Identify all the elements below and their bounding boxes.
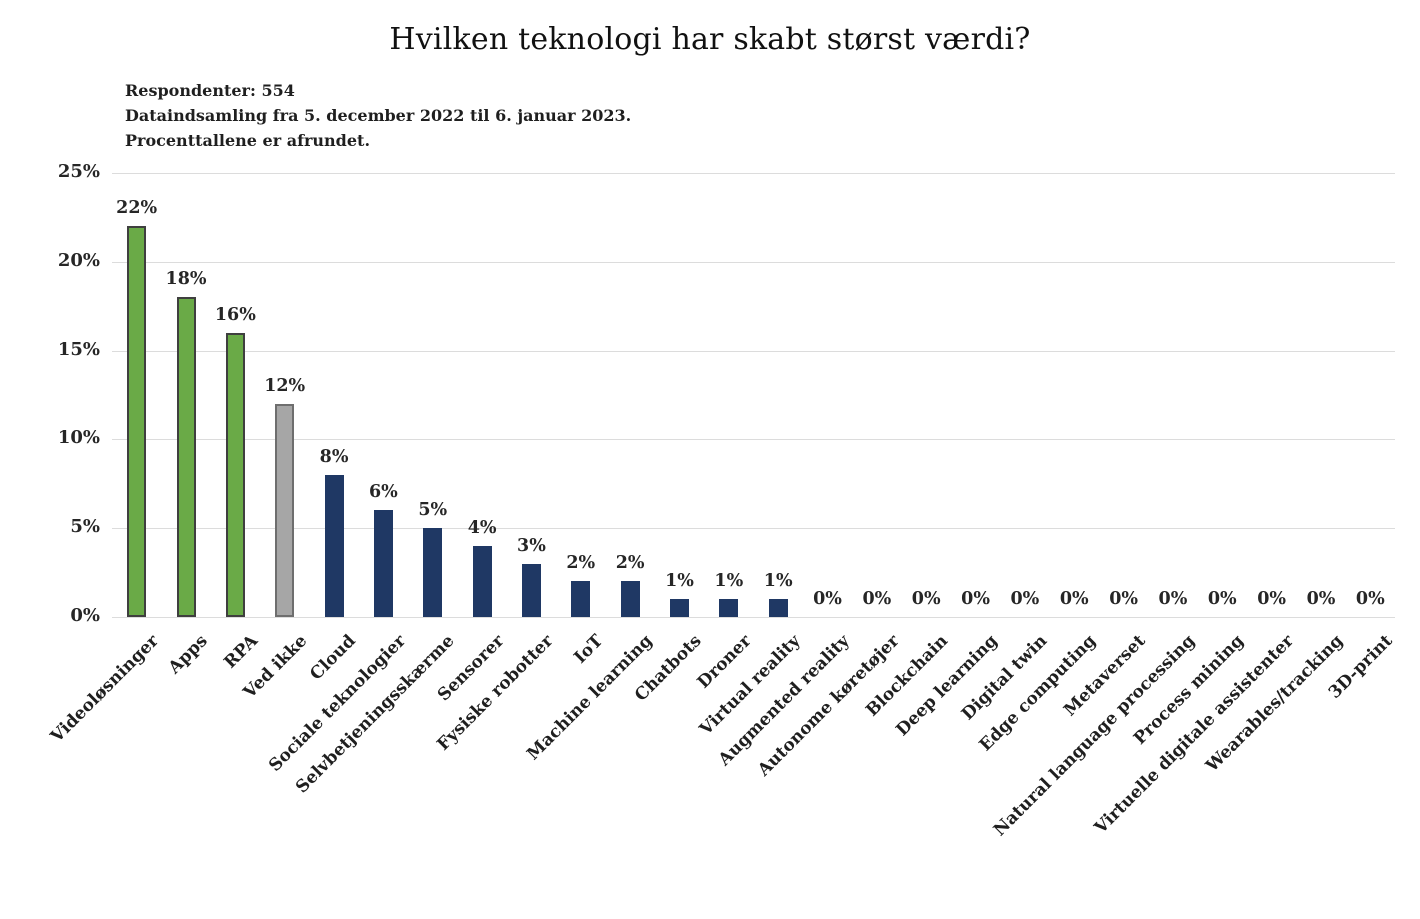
x-axis-category-label: RPA — [219, 631, 262, 673]
y-axis-tick-label: 20% — [57, 249, 100, 271]
bar-value-label: 0% — [1355, 589, 1385, 609]
x-axis-category-label: IoT — [570, 631, 607, 668]
bar-value-label: 3% — [517, 535, 546, 556]
bar-navy — [669, 599, 689, 617]
bar-navy — [719, 599, 739, 617]
bar-value-label: 12% — [264, 375, 306, 396]
gridline — [112, 439, 1395, 441]
x-axis-category-label: Videoløsninger — [47, 631, 163, 747]
bar-navy — [373, 510, 393, 617]
note-rounding: Procenttallene er afrundet. — [125, 131, 371, 150]
bar-value-label: 5% — [418, 500, 448, 521]
bar-navy — [472, 545, 492, 617]
gridline — [112, 350, 1395, 352]
bar-green — [127, 226, 147, 617]
bar-value-label: 1% — [714, 571, 744, 592]
bar-value-label: 8% — [319, 446, 349, 467]
note-collection-period: Dataindsamling fra 5. december 2022 til … — [125, 106, 632, 125]
bar-value-label: 0% — [1207, 589, 1237, 609]
y-axis-tick-label: 15% — [57, 338, 100, 360]
bar-value-label: 0% — [911, 589, 941, 609]
gridline — [112, 261, 1395, 263]
bar-value-label: 0% — [1158, 589, 1188, 609]
bar-navy — [571, 581, 591, 617]
y-axis-tick-label: 10% — [57, 427, 100, 449]
gridline — [112, 173, 1395, 174]
bar-value-label: 16% — [214, 304, 256, 325]
x-axis-category-label: Apps — [165, 631, 213, 679]
bar-green — [176, 297, 196, 617]
bar-value-label: 18% — [165, 269, 207, 290]
bar-value-label: 22% — [116, 198, 158, 219]
bar-value-label: 6% — [368, 482, 398, 503]
bar-value-label: 1% — [665, 571, 694, 592]
bar-navy — [620, 581, 640, 617]
bar-navy — [521, 563, 541, 617]
chart-title: Hvilken teknologi har skabt størst værdi… — [389, 22, 1031, 57]
chart-notes: Respondenter: 554 Dataindsamling fra 5. … — [125, 78, 631, 153]
bar-navy — [324, 474, 344, 617]
bar-value-label: 0% — [1059, 589, 1089, 609]
bar-value-label: 2% — [566, 553, 596, 574]
bar-green — [225, 332, 245, 617]
y-axis-tick-label: 25% — [57, 161, 100, 182]
bar-value-label: 1% — [763, 571, 793, 592]
bar-value-label: 2% — [615, 553, 645, 574]
bar-value-label: 0% — [862, 589, 892, 609]
gridline — [112, 617, 1395, 618]
bar-value-label: 0% — [961, 589, 990, 609]
note-respondents: Respondenter: 554 — [125, 81, 295, 100]
bar-value-label: 4% — [467, 517, 497, 538]
gridline — [112, 528, 1395, 530]
bar-gray — [275, 403, 295, 617]
bar-value-label: 0% — [1257, 589, 1287, 609]
bar-value-label: 0% — [813, 589, 842, 609]
bar-value-label: 0% — [1109, 589, 1138, 609]
y-axis-tick-label: 5% — [70, 516, 100, 538]
bar-navy — [423, 528, 443, 617]
bar-value-label: 0% — [1010, 589, 1040, 609]
bar-navy — [768, 599, 788, 617]
bar-value-label: 0% — [1306, 589, 1336, 609]
y-axis-tick-label: 0% — [70, 605, 100, 626]
